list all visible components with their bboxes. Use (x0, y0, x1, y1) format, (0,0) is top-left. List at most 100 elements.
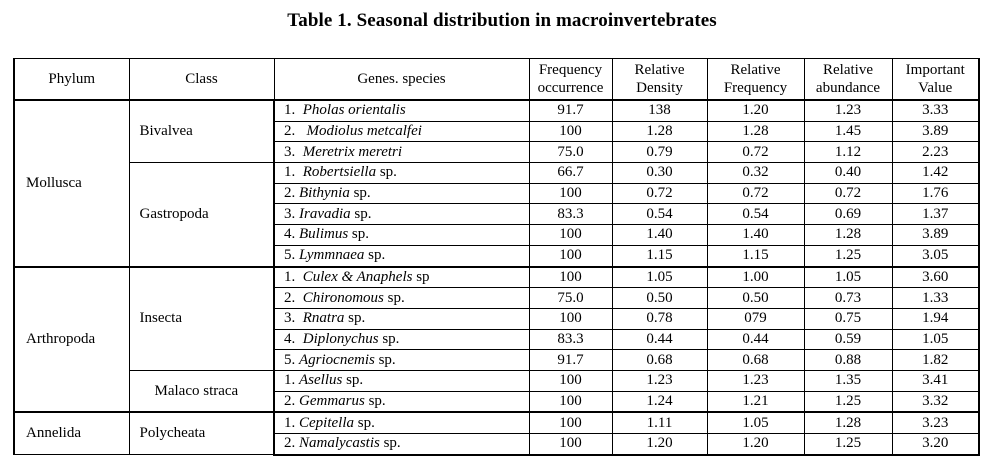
relative-density-cell: 0.79 (611, 141, 708, 164)
species-suffix: sp. (348, 226, 370, 243)
relative-frequency-cell: 0.50 (706, 287, 805, 309)
header-frequency-occurrence: Frequency occurrence (528, 58, 613, 101)
relative-frequency-cell: 079 (706, 307, 805, 330)
species-genus: Namalycastis (299, 435, 380, 452)
species-genus: Gemmarus (299, 392, 365, 409)
species-genus: Culex & Anaphels (302, 268, 413, 285)
relative-frequency-cell: 0.68 (706, 349, 805, 371)
species-suffix: sp. (344, 310, 366, 327)
frequency-occurrence-cell: 66.7 (528, 162, 613, 184)
species-suffix: sp. (364, 392, 386, 409)
relative-density-cell: 0.72 (611, 182, 708, 205)
frequency-occurrence-cell: 100 (528, 244, 613, 268)
relative-abundance-cell: 0.75 (803, 307, 893, 330)
relative-abundance-cell: 0.40 (803, 162, 893, 184)
header-row: Phylum Class Genes. species Frequency occ… (13, 58, 980, 101)
relative-abundance-cell: 1.28 (803, 411, 893, 435)
relative-density-cell: 0.68 (611, 349, 708, 371)
relative-density-cell: 138 (611, 98, 708, 122)
relative-density-cell: 1.11 (611, 411, 708, 435)
species-number: 3. (284, 310, 303, 327)
species-cell: 5. Lymmnaea sp. (273, 244, 530, 268)
relative-frequency-cell: 1.00 (706, 265, 805, 289)
relative-abundance-cell: 1.05 (803, 265, 893, 289)
table-title: Table 1. Seasonal distribution in macroi… (287, 10, 717, 31)
relative-density-cell: 0.44 (611, 328, 708, 351)
frequency-occurrence-cell: 100 (528, 390, 613, 413)
table-row: 5. Agriocnemis sp. 91.7 0.68 0.68 0.88 1.82 (14, 349, 980, 371)
species-genus: Robertsiella (302, 164, 377, 181)
species-number: 3. (284, 205, 299, 222)
species-genus: Iravadia (299, 205, 351, 222)
relative-frequency-cell: 0.72 (706, 182, 805, 205)
relative-abundance-cell: 0.69 (803, 203, 893, 226)
frequency-occurrence-cell: 100 (528, 432, 613, 456)
header-relative-frequency: Relative Frequency (706, 58, 805, 101)
species-suffix: sp. (378, 330, 400, 347)
header-important-value: Important Value (891, 58, 980, 101)
relative-abundance-cell: 1.12 (803, 141, 893, 164)
species-cell: 2. Bithynia sp. (273, 182, 530, 205)
relative-frequency-cell: 0.44 (706, 328, 805, 351)
important-value-cell: 1.82 (891, 349, 980, 371)
relative-density-cell: 1.40 (611, 224, 708, 246)
header-relative-density: Relative Density (611, 58, 708, 101)
species-cell: 2. Modiolus metcalfei (273, 120, 530, 143)
important-value-cell: 1.33 (891, 287, 980, 309)
relative-density-cell: 1.23 (611, 369, 708, 392)
important-value-cell: 1.42 (891, 162, 980, 184)
important-value-cell: 1.37 (891, 203, 980, 226)
important-value-cell: 3.32 (891, 390, 980, 413)
relative-density-cell: 1.24 (611, 390, 708, 413)
table-row: 4. Bulimus sp. 100 1.40 1.40 1.28 3.89 (14, 224, 980, 246)
relative-density-cell: 0.54 (611, 203, 708, 226)
species-number: 2. (284, 289, 303, 306)
species-suffix: sp. (342, 372, 364, 389)
relative-frequency-cell: 0.54 (706, 203, 805, 226)
species-genus: Modiolus metcalfei (306, 123, 422, 140)
frequency-occurrence-cell: 83.3 (528, 203, 613, 226)
important-value-cell: 3.41 (891, 369, 980, 392)
species-cell: 2. Namalycastis sp. (273, 432, 530, 456)
frequency-occurrence-cell: 100 (528, 120, 613, 143)
relative-frequency-cell: 1.20 (706, 98, 805, 122)
species-number: 2. (284, 185, 299, 202)
frequency-occurrence-cell: 100 (528, 182, 613, 205)
relative-abundance-cell: 1.45 (803, 120, 893, 143)
relative-frequency-cell: 1.40 (706, 224, 805, 246)
important-value-cell: 1.05 (891, 328, 980, 351)
relative-abundance-cell: 0.73 (803, 287, 893, 309)
relative-frequency-cell: 1.05 (706, 411, 805, 435)
important-value-cell: 3.05 (891, 244, 980, 268)
species-suffix: sp (412, 268, 430, 285)
frequency-occurrence-cell: 100 (528, 411, 613, 435)
class-cell: Polycheata (128, 411, 275, 456)
important-value-cell: 3.89 (891, 120, 980, 143)
relative-frequency-cell: 1.20 (706, 432, 805, 456)
species-cell: 2. Gemmarus sp. (273, 390, 530, 413)
phylum-cell: Annelida (13, 411, 130, 456)
relative-frequency-cell: 1.23 (706, 369, 805, 392)
relative-frequency-cell: 1.15 (706, 244, 805, 268)
important-value-cell: 3.20 (891, 432, 980, 456)
species-number: 1. (284, 372, 299, 389)
species-suffix: sp. (364, 247, 386, 264)
relative-density-cell: 0.50 (611, 287, 708, 309)
relative-density-cell: 0.78 (611, 307, 708, 330)
relative-abundance-cell: 0.59 (803, 328, 893, 351)
species-genus: Meretrix meretri (302, 143, 403, 160)
macroinvertebrate-table: Phylum Class Genes. species Frequency occ… (13, 58, 980, 456)
table-row: 3. Rnatra sp. 100 0.78 079 0.75 1.94 (14, 307, 980, 330)
relative-density-cell: 1.05 (611, 265, 708, 289)
relative-density-cell: 1.28 (611, 120, 708, 143)
important-value-cell: 2.23 (891, 141, 980, 164)
relative-density-cell: 0.30 (611, 162, 708, 184)
table-row: 5. Lymmnaea sp. 100 1.15 1.15 1.25 3.05 (14, 244, 980, 268)
frequency-occurrence-cell: 83.3 (528, 328, 613, 351)
table-row: Gastropoda 1. Robertsiella sp. 66.7 0.30 0.… (14, 162, 980, 267)
header-phylum: Phylum (13, 58, 130, 101)
species-cell: 1. Asellus sp. (273, 369, 530, 392)
species-genus: Rnatra (302, 310, 345, 327)
species-number: 3. (284, 143, 303, 160)
species-suffix: sp. (350, 205, 372, 222)
